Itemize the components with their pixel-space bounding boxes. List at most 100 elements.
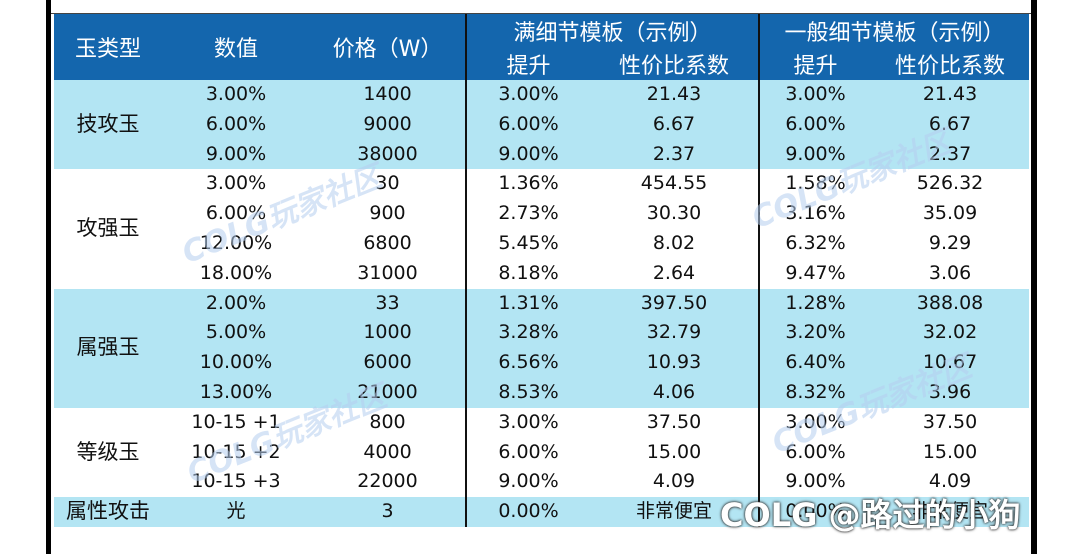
normal-gain-cell: 9.47% xyxy=(758,258,872,289)
full-ratio-cell: 30.30 xyxy=(590,199,760,229)
full-ratio-cell: 2.37 xyxy=(590,139,760,170)
value-cell: 10-15 +1 xyxy=(162,407,310,438)
full-gain-cell: 9.00% xyxy=(465,139,590,170)
full-gain-cell: 6.56% xyxy=(465,348,590,378)
table-row: 等级玉 10-15 +1 800 3.00% 37.50 3.00% 37.50 xyxy=(54,407,1030,498)
normal-ratio-cell: 32.02 xyxy=(871,318,1030,349)
value-cell: 6.00% xyxy=(162,199,310,229)
author-signature: COLG @路过的小狗 xyxy=(720,496,1021,534)
full-ratio-cell: 37.50 xyxy=(590,407,760,438)
price-cell: 900 xyxy=(310,199,466,229)
value-cell: 10.00% xyxy=(162,348,310,378)
full-gain-cell: 0.00% xyxy=(465,497,590,527)
price-cell: 38000 xyxy=(310,139,466,170)
price-cell: 3 xyxy=(310,497,466,527)
full-ratio-cell: 15.00 xyxy=(590,437,760,468)
normal-gain-cell: 9.00% xyxy=(758,139,872,170)
normal-gain-cell: 3.00% xyxy=(758,407,872,438)
price-cell: 33 xyxy=(310,288,466,319)
full-ratio-cell: 8.02 xyxy=(590,228,760,259)
price-cell: 6000 xyxy=(310,348,466,378)
header-value: 数值 xyxy=(162,14,310,80)
value-cell: 光 xyxy=(162,497,310,527)
table-row: 属强玉 2.00% 33 1.31% 397.50 1.28% 388.08 xyxy=(54,288,1030,408)
full-gain-cell: 8.53% xyxy=(465,377,590,408)
full-ratio-cell: 397.50 xyxy=(590,288,760,319)
value-cell: 5.00% xyxy=(162,318,310,349)
value-cell: 3.00% xyxy=(162,169,310,200)
value-cell: 6.00% xyxy=(162,109,310,140)
normal-ratio-cell: 37.50 xyxy=(871,407,1030,438)
full-gain-cell: 8.18% xyxy=(465,258,590,289)
normal-gain-cell: 1.28% xyxy=(758,288,872,319)
price-cell: 1000 xyxy=(310,318,466,349)
table-row: 10.00% 6000 6.56% 10.93 6.40% 10.67 xyxy=(54,348,1030,378)
normal-ratio-cell: 9.29 xyxy=(871,228,1030,259)
full-gain-cell: 5.45% xyxy=(465,228,590,259)
normal-gain-cell: 6.00% xyxy=(758,437,872,468)
type-cell: 攻强玉 xyxy=(54,169,162,289)
table-row: 10-15 +2 4000 6.00% 15.00 6.00% 15.00 xyxy=(54,437,1030,468)
type-cell: 技攻玉 xyxy=(54,80,162,170)
value-cell: 18.00% xyxy=(162,258,310,289)
table-row: 属性攻击 光 3 0.00% 非常便宜 0.00% 非常便宜 xyxy=(54,497,1030,527)
table-row: 12.00% 6800 5.45% 8.02 6.32% 9.29 xyxy=(54,228,1030,259)
normal-gain-cell: 6.00% xyxy=(758,109,872,140)
normal-gain-cell: 6.32% xyxy=(758,228,872,259)
full-gain-cell: 3.28% xyxy=(465,318,590,349)
normal-ratio-cell: 15.00 xyxy=(871,437,1030,468)
table-row: 6.00% 900 2.73% 30.30 3.16% 35.09 xyxy=(54,199,1030,229)
normal-gain-cell: 1.58% xyxy=(758,169,872,200)
full-ratio-cell: 21.43 xyxy=(590,80,760,110)
full-ratio-cell: 32.79 xyxy=(590,318,760,349)
normal-ratio-cell: 3.06 xyxy=(871,258,1030,289)
normal-ratio-cell: 2.37 xyxy=(871,139,1030,170)
normal-ratio-cell: 526.32 xyxy=(871,169,1030,200)
table-row: 10-15 +3 22000 9.00% 4.09 9.00% 4.09 xyxy=(54,467,1030,498)
full-ratio-cell: 2.64 xyxy=(590,258,760,289)
table-row: 18.00% 31000 8.18% 2.64 9.47% 3.06 xyxy=(54,258,1030,289)
full-ratio-cell: 4.09 xyxy=(590,467,760,498)
normal-ratio-cell: 388.08 xyxy=(871,288,1030,319)
value-cell: 9.00% xyxy=(162,139,310,170)
type-cell: 属性攻击 xyxy=(54,497,162,527)
header-full-gain: 提升 xyxy=(465,48,590,80)
normal-gain-cell: 9.00% xyxy=(758,467,872,498)
normal-gain-cell: 3.20% xyxy=(758,318,872,349)
full-gain-cell: 1.31% xyxy=(465,288,590,319)
header-row-1: 玉类型 数值 价格（W） 满细节模板（示例） 一般细节模板（示例） xyxy=(54,14,1030,80)
price-cell: 22000 xyxy=(310,467,466,498)
price-cell: 4000 xyxy=(310,437,466,468)
table-row: 攻强玉 3.00% 30 1.36% 454.55 1.58% 526.32 xyxy=(54,169,1030,289)
jade-comparison-table: 玉类型 数值 价格（W） 满细节模板（示例） 一般细节模板（示例） 提升 性价比… xyxy=(54,14,1030,527)
value-cell: 13.00% xyxy=(162,377,310,408)
table-row: 9.00% 38000 9.00% 2.37 9.00% 2.37 xyxy=(54,139,1030,170)
full-ratio-cell: 4.06 xyxy=(590,377,760,408)
type-cell: 属强玉 xyxy=(54,288,162,408)
value-cell: 3.00% xyxy=(162,80,310,110)
normal-gain-cell: 8.32% xyxy=(758,377,872,408)
normal-ratio-cell: 21.43 xyxy=(871,80,1030,110)
price-cell: 30 xyxy=(310,169,466,200)
normal-gain-cell: 6.40% xyxy=(758,348,872,378)
value-cell: 12.00% xyxy=(162,228,310,259)
normal-ratio-cell: 非常便宜 xyxy=(871,497,1030,527)
normal-gain-cell: 3.00% xyxy=(758,80,872,110)
price-cell: 9000 xyxy=(310,109,466,140)
left-frame-border xyxy=(46,0,51,554)
right-frame-border xyxy=(1031,0,1037,554)
header-row-2: 提升 性价比系数 提升 性价比系数 xyxy=(54,48,1030,80)
full-ratio-cell: 454.55 xyxy=(590,169,760,200)
price-cell: 800 xyxy=(310,407,466,438)
normal-gain-cell: 0.00% xyxy=(758,497,872,527)
full-gain-cell: 3.00% xyxy=(465,407,590,438)
type-cell: 等级玉 xyxy=(54,407,162,498)
full-gain-cell: 6.00% xyxy=(465,109,590,140)
normal-ratio-cell: 35.09 xyxy=(871,199,1030,229)
full-ratio-cell: 非常便宜 xyxy=(590,497,760,527)
table-row: 技攻玉 3.00% 1400 3.00% 21.43 3.00% 21.43 xyxy=(54,80,1030,170)
value-cell: 2.00% xyxy=(162,288,310,319)
header-price: 价格（W） xyxy=(310,14,466,80)
header-normal-gain: 提升 xyxy=(758,48,872,80)
full-ratio-cell: 10.93 xyxy=(590,348,760,378)
